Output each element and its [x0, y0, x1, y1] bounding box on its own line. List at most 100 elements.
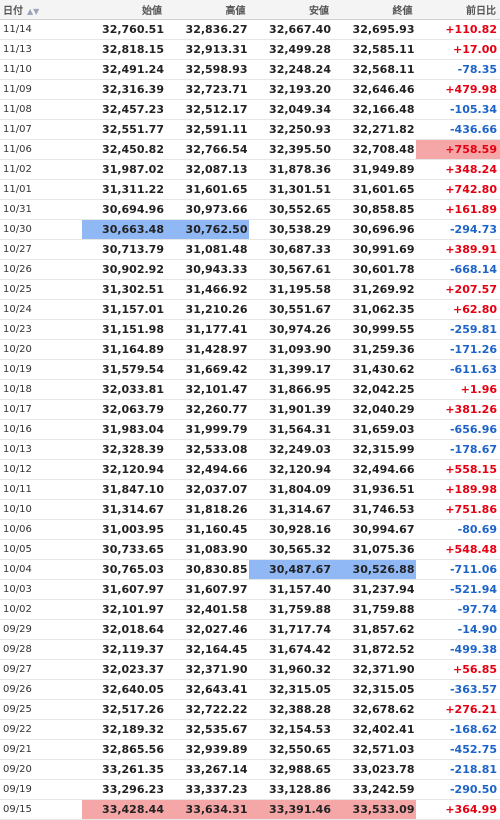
change-cell: +742.80: [416, 179, 500, 200]
table-row: 10/06 31,003.95 31,160.45 30,928.16 30,994.6…: [0, 519, 500, 540]
high-cell: 30,830.85: [165, 559, 250, 580]
high-cell: 31,210.26: [165, 299, 250, 320]
open-cell: 32,119.37: [82, 639, 166, 660]
open-cell: 30,663.48: [82, 219, 166, 240]
sort-arrows-icon[interactable]: ▲▼: [27, 6, 40, 16]
change-cell: +558.15: [416, 459, 500, 480]
open-cell: 32,517.26: [82, 699, 166, 720]
high-cell: 32,494.66: [165, 459, 250, 480]
open-cell: 32,818.15: [82, 39, 166, 60]
open-column-header[interactable]: 始値: [82, 0, 166, 20]
high-cell: 32,101.47: [165, 379, 250, 400]
change-cell: +751.86: [416, 499, 500, 520]
low-cell: 31,195.58: [249, 279, 333, 300]
change-cell: -363.57: [416, 679, 500, 700]
high-cell: 32,512.17: [165, 99, 250, 120]
high-cell: 32,037.07: [165, 479, 250, 500]
low-cell: 30,567.61: [249, 259, 333, 280]
open-cell: 32,063.79: [82, 399, 166, 420]
high-cell: 32,591.11: [165, 119, 250, 140]
change-cell: -80.69: [416, 519, 500, 540]
change-cell: -452.75: [416, 739, 500, 760]
change-cell: +1.96: [416, 379, 500, 400]
high-cell: 32,401.58: [165, 599, 250, 620]
open-cell: 33,428.44: [82, 799, 166, 820]
change-cell: +381.26: [416, 399, 500, 420]
close-cell: 31,872.52: [332, 639, 417, 660]
low-cell: 30,552.65: [249, 199, 333, 220]
date-cell: 10/11: [0, 479, 83, 500]
date-cell: 10/04: [0, 559, 83, 580]
header-row: 日付 ▲▼ 始値 高値 安値 終値 前日比: [0, 0, 500, 20]
high-cell: 32,722.22: [165, 699, 250, 720]
high-column-header[interactable]: 高値: [165, 0, 250, 20]
low-cell: 32,248.24: [249, 59, 333, 80]
table-row: 10/11 31,847.10 32,037.07 31,804.09 31,936.5…: [0, 479, 500, 500]
open-cell: 30,902.92: [82, 259, 166, 280]
table-row: 11/09 32,316.39 32,723.71 32,193.20 32,646.4…: [0, 79, 500, 100]
change-column-header[interactable]: 前日比: [416, 0, 500, 20]
date-cell: 10/10: [0, 499, 83, 520]
close-column-header[interactable]: 終値: [332, 0, 417, 20]
high-cell: 32,260.77: [165, 399, 250, 420]
table-row: 09/15 33,428.44 33,634.31 33,391.46 33,533.0…: [0, 799, 500, 820]
open-cell: 32,450.82: [82, 139, 166, 160]
date-column-header[interactable]: 日付 ▲▼: [0, 0, 83, 20]
date-cell: 10/05: [0, 539, 83, 560]
date-cell: 10/31: [0, 199, 83, 220]
date-cell: 09/19: [0, 779, 83, 800]
close-cell: 32,568.11: [332, 59, 417, 80]
date-cell: 10/12: [0, 459, 83, 480]
low-cell: 31,301.51: [249, 179, 333, 200]
high-cell: 31,428.97: [165, 339, 250, 360]
low-cell: 33,128.86: [249, 779, 333, 800]
close-cell: 32,678.62: [332, 699, 417, 720]
open-cell: 30,733.65: [82, 539, 166, 560]
change-cell: -521.94: [416, 579, 500, 600]
low-cell: 32,250.93: [249, 119, 333, 140]
low-cell: 31,901.39: [249, 399, 333, 420]
change-cell: +758.59: [416, 139, 500, 160]
close-cell: 31,659.03: [332, 419, 417, 440]
close-cell: 32,585.11: [332, 39, 417, 60]
close-cell: 32,315.99: [332, 439, 417, 460]
date-cell: 10/02: [0, 599, 83, 620]
close-cell: 31,075.36: [332, 539, 417, 560]
table-row: 10/05 30,733.65 31,083.90 30,565.32 31,075.3…: [0, 539, 500, 560]
date-cell: 10/20: [0, 339, 83, 360]
close-cell: 31,857.62: [332, 619, 417, 640]
date-cell: 10/23: [0, 319, 83, 340]
change-cell: -611.63: [416, 359, 500, 380]
table-row: 10/03 31,607.97 31,607.97 31,157.40 31,237.9…: [0, 579, 500, 600]
date-cell: 10/13: [0, 439, 83, 460]
close-cell: 31,269.92: [332, 279, 417, 300]
change-cell: +548.48: [416, 539, 500, 560]
open-cell: 30,694.96: [82, 199, 166, 220]
change-cell: -436.66: [416, 119, 500, 140]
low-cell: 32,154.53: [249, 719, 333, 740]
change-cell: +62.80: [416, 299, 500, 320]
close-cell: 32,708.48: [332, 139, 417, 160]
change-cell: +161.89: [416, 199, 500, 220]
table-row: 10/20 31,164.89 31,428.97 31,093.90 31,259.3…: [0, 339, 500, 360]
date-cell: 09/21: [0, 739, 83, 760]
table-header: 日付 ▲▼ 始値 高値 安値 終値 前日比: [0, 0, 500, 20]
close-cell: 30,999.55: [332, 319, 417, 340]
open-cell: 31,302.51: [82, 279, 166, 300]
table-row: 09/20 33,261.35 33,267.14 32,988.65 33,023.7…: [0, 759, 500, 780]
open-cell: 32,640.05: [82, 679, 166, 700]
table-row: 09/26 32,640.05 32,643.41 32,315.05 32,315.0…: [0, 679, 500, 700]
low-cell: 32,193.20: [249, 79, 333, 100]
open-cell: 31,003.95: [82, 519, 166, 540]
low-cell: 31,093.90: [249, 339, 333, 360]
high-cell: 31,999.79: [165, 419, 250, 440]
low-cell: 30,928.16: [249, 519, 333, 540]
table-row: 10/25 31,302.51 31,466.92 31,195.58 31,269.9…: [0, 279, 500, 300]
low-column-header[interactable]: 安値: [249, 0, 333, 20]
table-row: 10/24 31,157.01 31,210.26 30,551.67 31,062.3…: [0, 299, 500, 320]
date-cell: 10/03: [0, 579, 83, 600]
open-cell: 32,865.56: [82, 739, 166, 760]
high-cell: 30,973.66: [165, 199, 250, 220]
close-cell: 33,023.78: [332, 759, 417, 780]
